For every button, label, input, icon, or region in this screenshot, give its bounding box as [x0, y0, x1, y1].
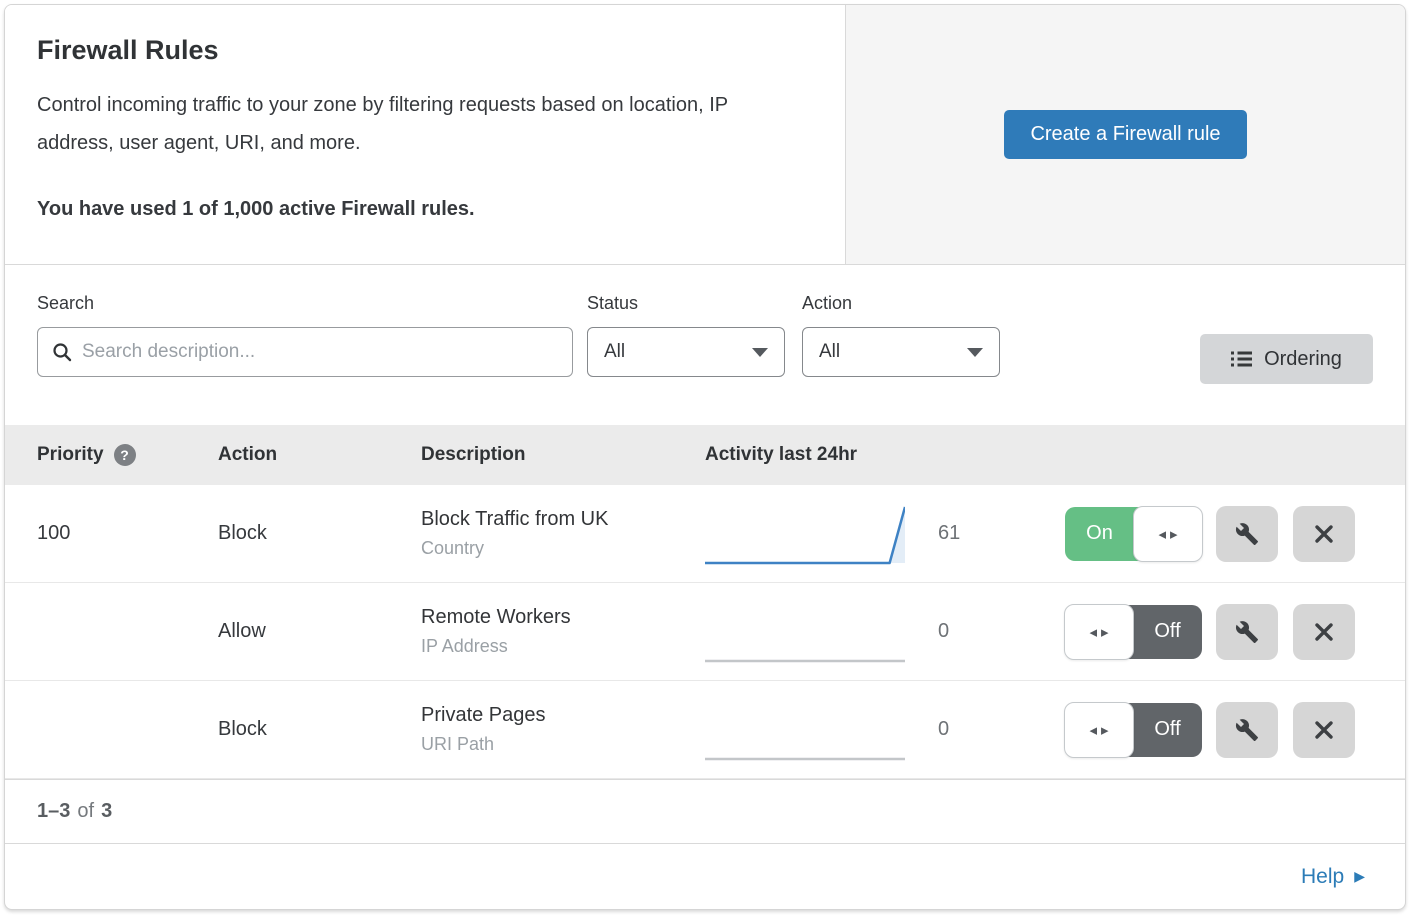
help-question-icon[interactable]: ?: [113, 444, 136, 466]
column-header-activity: Activity last 24hr: [705, 444, 858, 465]
search-label: Search: [37, 293, 95, 313]
wrench-icon: [1235, 620, 1259, 644]
rule-action: Allow: [218, 620, 266, 642]
action-label: Action: [802, 293, 853, 313]
rule-type: Country: [421, 538, 485, 558]
pagination-range: 1–3: [37, 800, 71, 822]
edit-rule-button[interactable]: [1216, 505, 1278, 562]
activity-count: 61: [938, 522, 961, 544]
firewall-rule-row: 100 Block Block Traffic from UK Country …: [5, 485, 1405, 583]
chevron-down-icon: [752, 347, 768, 357]
firewall-rules-card: Firewall Rules Control incoming traffic …: [4, 4, 1406, 910]
chevron-down-icon: [967, 347, 983, 357]
ordering-button-label: Ordering: [1264, 347, 1342, 370]
rule-description-cell: Block Traffic from UK Country: [421, 508, 705, 559]
header-action-panel: Create a Firewall rule: [845, 5, 1405, 264]
toggle-handle[interactable]: ◂▸: [1064, 603, 1134, 660]
arrow-right-icon: ▶: [1354, 868, 1365, 884]
status-select[interactable]: All: [587, 327, 785, 377]
toggle-arrows-icon: ◂▸: [1089, 721, 1113, 739]
activity-count: 0: [938, 718, 950, 740]
rule-type: IP Address: [421, 636, 508, 656]
help-link-label: Help: [1301, 864, 1345, 888]
status-select-value: All: [604, 341, 626, 362]
toggle-arrows-icon: ◂▸: [1158, 525, 1182, 543]
activity-sparkline: [705, 659, 905, 662]
activity-sparkline: [705, 506, 905, 564]
list-ordering-icon: [1231, 349, 1253, 369]
toggle-state-label: Off: [1154, 620, 1181, 642]
x-icon: [1313, 719, 1335, 741]
page-header: Firewall Rules Control incoming traffic …: [5, 5, 1405, 265]
create-firewall-rule-button[interactable]: Create a Firewall rule: [1004, 110, 1247, 159]
pagination-of: of: [77, 800, 95, 822]
status-group: Status All: [587, 293, 802, 425]
usage-note: You have used 1 of 1,000 active Firewall…: [37, 198, 475, 220]
search-input[interactable]: [82, 341, 558, 363]
rule-type: URI Path: [421, 734, 495, 754]
activity-count: 0: [938, 620, 950, 642]
toggle-state-label: On: [1086, 522, 1113, 544]
toggle-state-label: Off: [1154, 718, 1181, 740]
help-bar: Help ▶: [5, 843, 1405, 909]
column-header-description: Description: [421, 444, 526, 465]
rule-description: Remote Workers: [421, 606, 571, 628]
rule-priority: 100: [37, 522, 71, 544]
rule-description-cell: Private Pages URI Path: [421, 704, 705, 755]
delete-rule-button[interactable]: [1293, 603, 1355, 660]
edit-rule-button[interactable]: [1216, 701, 1278, 758]
column-header-priority: Priority ?: [37, 444, 218, 466]
toggle-handle[interactable]: ◂▸: [1064, 701, 1134, 758]
search-group: Search: [37, 293, 587, 425]
activity-sparkline: [705, 757, 905, 760]
wrench-icon: [1235, 522, 1259, 546]
delete-rule-button[interactable]: [1293, 701, 1355, 758]
action-select-value: All: [819, 341, 841, 362]
pagination-bar: 1–3 of 3: [5, 779, 1405, 843]
search-icon: [52, 342, 72, 362]
firewall-rule-row: Allow Remote Workers IP Address 0 Off ◂▸: [5, 583, 1405, 681]
x-icon: [1313, 621, 1335, 643]
column-header-action: Action: [218, 444, 278, 465]
status-label: Status: [587, 293, 639, 313]
wrench-icon: [1235, 718, 1259, 742]
firewall-rule-row: Block Private Pages URI Path 0 Off ◂▸: [5, 681, 1405, 779]
x-icon: [1313, 523, 1335, 545]
pagination-total: 3: [101, 800, 113, 822]
page-description: Control incoming traffic to your zone by…: [37, 94, 728, 154]
page-title: Firewall Rules: [37, 35, 219, 65]
ordering-button[interactable]: Ordering: [1200, 334, 1373, 384]
search-box: [37, 327, 573, 377]
rule-enabled-toggle[interactable]: Off ◂▸: [1064, 603, 1202, 660]
action-group: Action All: [802, 293, 1017, 425]
rule-description: Block Traffic from UK: [421, 508, 609, 530]
filter-bar: Search Status All Action All: [5, 265, 1405, 425]
help-link[interactable]: Help ▶: [1301, 865, 1365, 889]
delete-rule-button[interactable]: [1293, 505, 1355, 562]
edit-rule-button[interactable]: [1216, 603, 1278, 660]
toggle-handle[interactable]: ◂▸: [1133, 505, 1203, 562]
action-select[interactable]: All: [802, 327, 1000, 377]
toggle-arrows-icon: ◂▸: [1089, 623, 1113, 641]
rule-description: Private Pages: [421, 704, 546, 726]
rule-enabled-toggle[interactable]: On ◂▸: [1065, 505, 1203, 562]
rule-enabled-toggle[interactable]: Off ◂▸: [1064, 701, 1202, 758]
header-text-panel: Firewall Rules Control incoming traffic …: [5, 5, 845, 264]
rule-action: Block: [218, 522, 267, 544]
rule-action: Block: [218, 718, 267, 740]
table-header-row: Priority ? Action Description Activity l…: [5, 425, 1405, 485]
rule-description-cell: Remote Workers IP Address: [421, 606, 705, 657]
